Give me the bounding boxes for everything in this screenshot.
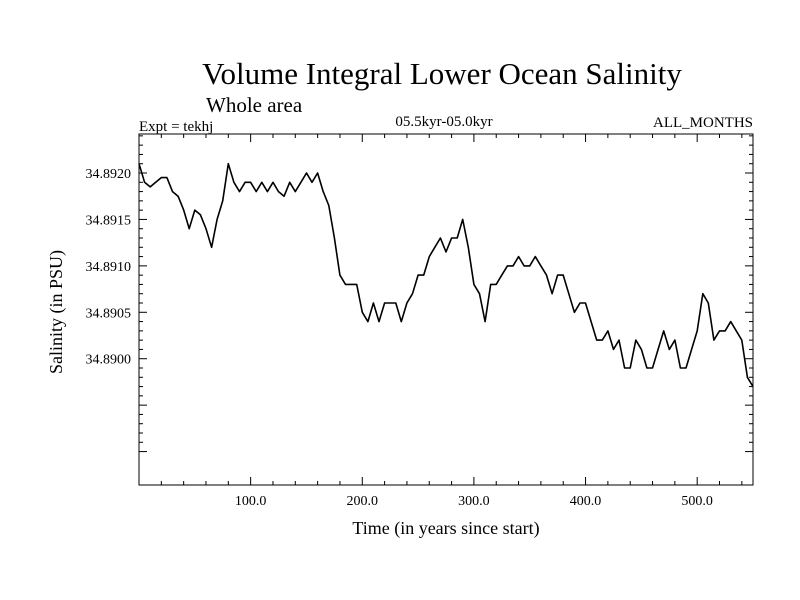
y-tick-label: 34.8920 <box>86 167 132 182</box>
period-label: 05.5kyr-05.0kyr <box>395 114 492 130</box>
x-tick-label: 400.0 <box>570 494 602 509</box>
chart-subtitle: Whole area <box>206 93 303 117</box>
x-tick-label: 100.0 <box>235 494 267 509</box>
y-tick-label: 34.8900 <box>86 353 132 368</box>
salinity-series-line <box>138 162 754 388</box>
y-axis: 34.8900 34.8905 34.8910 34.8915 34.8920 <box>86 135 753 453</box>
chart-title: Volume Integral Lower Ocean Salinity <box>202 56 682 91</box>
y-axis-label: Salinity (in PSU) <box>46 250 67 374</box>
expt-label: Expt = tekhj <box>139 119 213 135</box>
x-axis: 100.0 200.0 300.0 400.0 500.0 <box>160 134 743 509</box>
months-label: ALL_MONTHS <box>653 115 753 131</box>
x-tick-label: 200.0 <box>347 494 379 509</box>
x-tick-label: 500.0 <box>681 494 713 509</box>
x-axis-label: Time (in years since start) <box>352 518 539 539</box>
plot-frame <box>138 133 754 486</box>
y-tick-label: 34.8915 <box>86 213 132 228</box>
x-tick-label: 300.0 <box>458 494 490 509</box>
y-tick-label: 34.8910 <box>86 260 132 275</box>
y-tick-label: 34.8905 <box>86 306 132 321</box>
